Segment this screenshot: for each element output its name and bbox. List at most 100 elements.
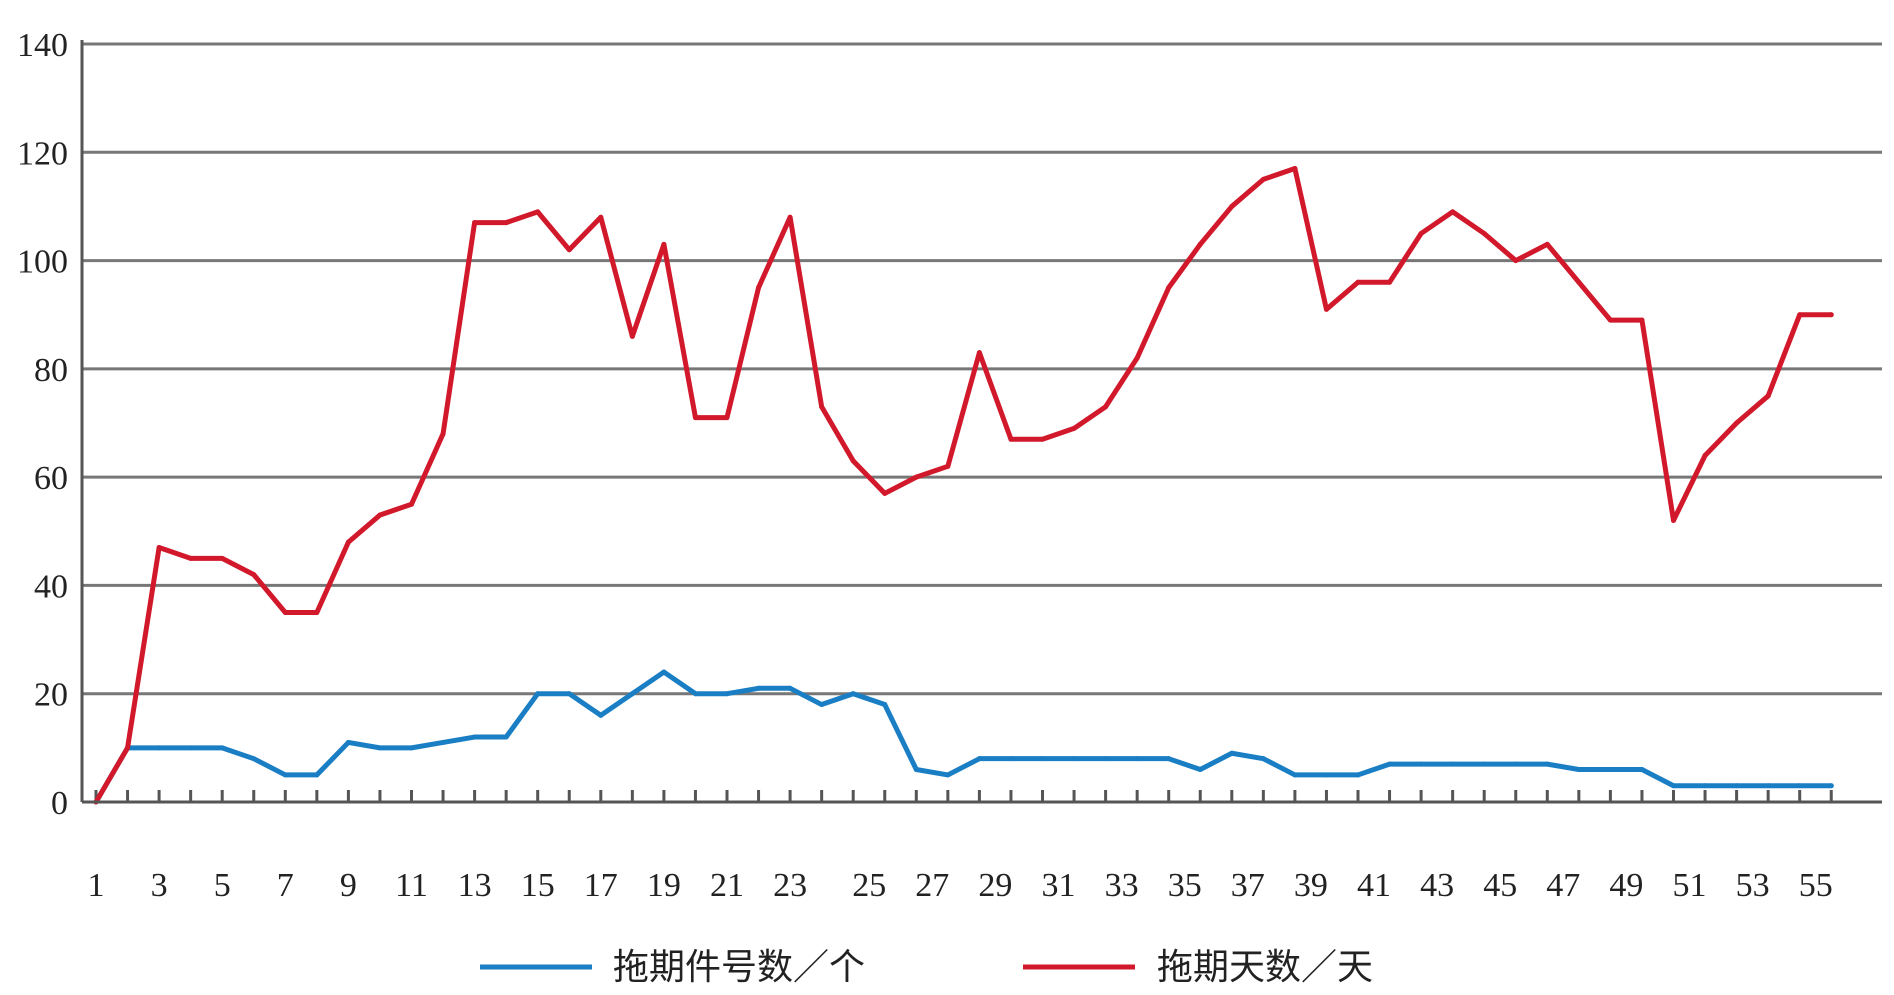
data-point-s0-x51 bbox=[1671, 783, 1676, 789]
data-point-s1-x24 bbox=[819, 404, 825, 410]
data-point-s1-x35 bbox=[1166, 285, 1172, 291]
y-tick-label-120: 120 bbox=[17, 135, 68, 172]
data-point-s1-x10 bbox=[377, 512, 383, 518]
data-point-s1-x8 bbox=[314, 610, 320, 615]
data-point-s1-x49 bbox=[1607, 317, 1613, 323]
data-point-s1-x43 bbox=[1418, 231, 1424, 236]
data-point-s1-x29 bbox=[976, 350, 982, 356]
x-tick-label-55: 55 bbox=[1799, 867, 1833, 904]
data-point-s1-x28 bbox=[945, 463, 951, 469]
data-point-s0-x30 bbox=[1008, 756, 1014, 762]
data-point-s0-x5 bbox=[219, 745, 225, 751]
data-point-s0-x43 bbox=[1418, 761, 1424, 767]
y-tick-label-40: 40 bbox=[34, 568, 68, 605]
data-point-s0-x27 bbox=[913, 767, 919, 773]
data-point-s1-x9 bbox=[345, 539, 351, 545]
y-tick-label-60: 60 bbox=[34, 460, 68, 497]
x-tick-label-27: 27 bbox=[915, 867, 949, 904]
data-point-s0-x15 bbox=[535, 691, 541, 697]
data-point-s1-x56 bbox=[1828, 312, 1834, 318]
data-point-s1-x22 bbox=[756, 285, 762, 291]
data-point-s1-x5 bbox=[219, 555, 225, 561]
data-point-s0-x40 bbox=[1323, 772, 1329, 778]
data-point-s0-x10 bbox=[377, 745, 383, 751]
data-point-s0-x48 bbox=[1576, 767, 1582, 773]
y-axis-tick-labels: 0 20 40 60 80 100 120 140 bbox=[17, 27, 68, 822]
data-point-s1-x38 bbox=[1260, 176, 1266, 182]
gridlines bbox=[82, 42, 1882, 696]
data-point-s0-x23 bbox=[787, 685, 793, 691]
x-tick-label-17: 17 bbox=[584, 867, 618, 904]
x-axis-ticks bbox=[94, 790, 1833, 802]
data-point-s1-x39 bbox=[1292, 166, 1298, 172]
data-point-s1-x42 bbox=[1387, 279, 1393, 285]
data-point-s0-x22 bbox=[756, 685, 762, 691]
data-point-s1-x40 bbox=[1323, 306, 1329, 312]
data-point-s0-x12 bbox=[440, 739, 446, 745]
data-point-s0-x36 bbox=[1197, 767, 1203, 773]
data-point-s1-x12 bbox=[440, 431, 446, 437]
data-point-s1-x3 bbox=[156, 545, 162, 551]
y-tick-label-80: 80 bbox=[34, 352, 68, 389]
data-point-s0-x24 bbox=[819, 702, 825, 708]
x-tick-label-49: 49 bbox=[1609, 867, 1643, 904]
data-point-s0-x32 bbox=[1071, 756, 1077, 762]
x-tick-label-33: 33 bbox=[1105, 867, 1139, 904]
x-tick-label-5: 5 bbox=[214, 867, 231, 904]
data-point-s1-x36 bbox=[1197, 241, 1203, 247]
x-tick-label-1: 1 bbox=[88, 867, 105, 904]
x-tick-label-3: 3 bbox=[151, 867, 168, 904]
data-point-s1-x11 bbox=[409, 501, 414, 507]
data-point-s0-x21 bbox=[724, 691, 730, 697]
x-tick-label-53: 53 bbox=[1736, 867, 1770, 904]
data-point-s1-x16 bbox=[566, 247, 572, 253]
x-tick-label-9: 9 bbox=[340, 867, 357, 904]
x-tick-label-31: 31 bbox=[1042, 867, 1076, 904]
data-point-s1-x51 bbox=[1671, 517, 1676, 523]
data-point-s0-x16 bbox=[566, 691, 572, 697]
data-point-s1-x52 bbox=[1702, 452, 1708, 458]
series-line-0 bbox=[93, 669, 1834, 805]
data-point-s1-x27 bbox=[913, 474, 919, 480]
x-tick-label-7: 7 bbox=[277, 867, 294, 904]
data-point-s1-x20 bbox=[692, 415, 698, 421]
data-point-s1-x25 bbox=[850, 458, 856, 464]
legend-label-delayed-days: 拖期天数／天 bbox=[1157, 947, 1373, 988]
x-axis-tick-labels: 1 3 5 7 9 11 13 15 17 19 21 23 25 27 29 31 33 35 37 39 41 43 4… bbox=[88, 867, 1833, 904]
legend-label-delayed-items: 拖期件号数／个 bbox=[613, 947, 865, 988]
data-point-s0-x47 bbox=[1544, 761, 1550, 767]
series-lines bbox=[93, 166, 1834, 805]
data-point-s1-x21 bbox=[724, 415, 730, 421]
data-point-s1-x45 bbox=[1481, 231, 1487, 236]
y-tick-label-0: 0 bbox=[51, 785, 68, 822]
x-tick-label-35: 35 bbox=[1168, 867, 1202, 904]
y-tick-label-20: 20 bbox=[34, 677, 68, 714]
data-point-s0-x31 bbox=[1040, 756, 1045, 762]
x-tick-label-37: 37 bbox=[1231, 867, 1265, 904]
x-tick-label-19: 19 bbox=[647, 867, 681, 904]
data-point-s1-x44 bbox=[1450, 209, 1456, 215]
data-point-s0-x37 bbox=[1229, 750, 1235, 756]
x-tick-label-21: 21 bbox=[710, 867, 744, 904]
data-point-s0-x33 bbox=[1103, 756, 1109, 762]
y-tick-label-100: 100 bbox=[17, 244, 68, 281]
data-point-s1-x18 bbox=[629, 333, 635, 339]
data-point-s1-x30 bbox=[1008, 436, 1014, 442]
data-point-s1-x2 bbox=[125, 745, 131, 751]
data-point-s1-x7 bbox=[282, 610, 288, 615]
data-point-s0-x52 bbox=[1702, 783, 1708, 789]
x-tick-label-45: 45 bbox=[1483, 867, 1517, 904]
y-tick-label-140: 140 bbox=[17, 27, 68, 64]
data-point-s0-x7 bbox=[282, 772, 288, 778]
data-point-s0-x4 bbox=[188, 745, 194, 751]
data-point-s1-x13 bbox=[472, 220, 478, 226]
data-point-s0-x42 bbox=[1387, 761, 1393, 767]
data-point-s0-x44 bbox=[1450, 761, 1456, 767]
data-point-s1-x46 bbox=[1513, 258, 1519, 264]
data-point-s0-x26 bbox=[882, 702, 888, 708]
data-point-s0-x18 bbox=[629, 691, 635, 697]
data-point-s0-x45 bbox=[1481, 761, 1487, 767]
data-point-s0-x35 bbox=[1166, 756, 1172, 762]
legend: 拖期件号数／个 拖期天数／天 bbox=[480, 947, 1373, 988]
data-point-s0-x56 bbox=[1828, 783, 1834, 789]
